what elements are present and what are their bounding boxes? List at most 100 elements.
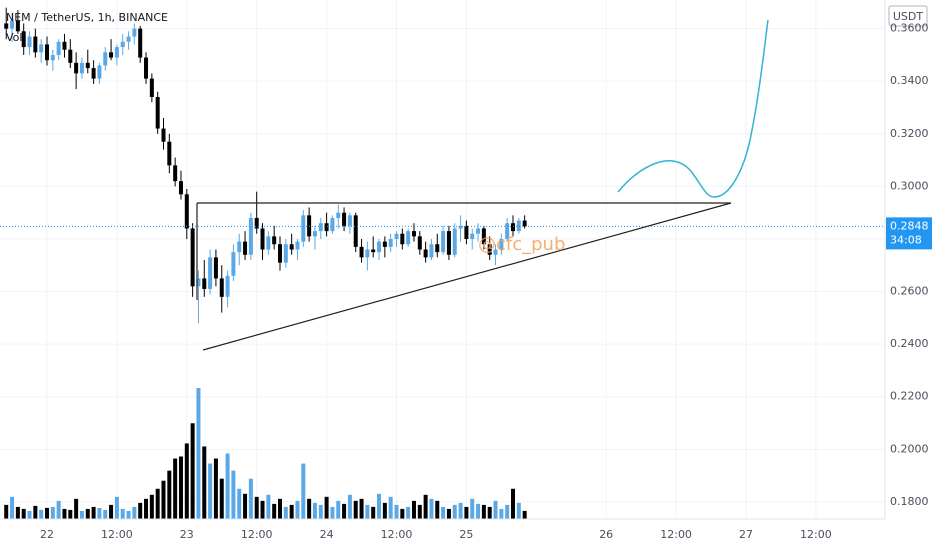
candle-body: [435, 244, 440, 253]
volume-bar: [441, 506, 446, 519]
candle-body: [365, 249, 370, 258]
candle-body: [359, 246, 364, 258]
volume-bar: [21, 508, 26, 519]
candle-body: [417, 236, 422, 250]
volume-bar: [359, 498, 364, 519]
volume-bar: [289, 504, 294, 519]
volume-bar: [260, 500, 265, 519]
candle-body: [505, 223, 510, 239]
candle-body: [178, 181, 183, 195]
candle-body: [511, 223, 515, 232]
volume-bar: [79, 510, 84, 519]
y-tick-label: 0.3000: [890, 179, 929, 192]
y-tick-label: 0.2400: [890, 337, 929, 350]
candle-body: [132, 28, 137, 37]
volume-bar: [511, 488, 515, 519]
candle-body: [173, 165, 178, 182]
volume-bar: [132, 506, 137, 519]
volume-bar: [27, 510, 32, 519]
volume-bar: [324, 496, 329, 519]
candle-body: [481, 228, 486, 245]
volume-bar: [45, 507, 49, 519]
x-tick-label: 24: [320, 528, 334, 541]
volume-bar: [109, 504, 114, 519]
candle-body: [237, 241, 242, 253]
last-price-tag: [886, 217, 932, 250]
volume-bar: [219, 478, 224, 519]
candle-body: [15, 20, 20, 32]
volume-bar: [225, 453, 230, 519]
volume-bar: [248, 478, 253, 519]
forecast-path: [617, 19, 769, 198]
y-tick-label: 0.3400: [890, 74, 929, 87]
candle-body: [225, 275, 230, 297]
candle-body: [126, 36, 131, 42]
candle-body: [499, 238, 504, 250]
x-tick-label: 12:00: [241, 528, 273, 541]
y-tick-label: 0.2600: [890, 285, 929, 298]
candle-body: [260, 228, 265, 250]
volume-bar: [318, 504, 323, 519]
candle-body: [295, 241, 300, 250]
candle-body: [493, 249, 498, 255]
x-tick-label: 12:00: [101, 528, 133, 541]
volume-bar: [522, 510, 527, 519]
volume-bar: [283, 506, 288, 519]
volume-bar: [400, 508, 405, 519]
price-axis: [885, 0, 932, 550]
candle-body: [62, 41, 67, 50]
candle-body: [85, 62, 90, 69]
volume-bar: [272, 503, 277, 519]
volume-bar: [97, 507, 102, 519]
volume-bar: [167, 470, 172, 519]
candle-body: [103, 52, 108, 66]
candle-body: [213, 257, 218, 279]
candle-body: [21, 31, 26, 48]
candle-body: [144, 57, 149, 79]
candle-body: [301, 215, 306, 242]
candle-body: [155, 97, 160, 129]
candle-body: [441, 231, 446, 253]
volume-bar: [481, 504, 486, 519]
volume-bar: [388, 496, 393, 519]
volume-bar: [266, 494, 271, 519]
volume-bar: [406, 506, 411, 519]
x-tick-label: 12:00: [660, 528, 692, 541]
volume-bar: [347, 494, 352, 519]
currency: USDT: [893, 10, 924, 23]
volume-bar: [114, 496, 119, 519]
y-tick-label: 0.2000: [890, 442, 929, 455]
volume-bar: [278, 498, 282, 519]
watermark: @cfc_pub: [478, 234, 565, 255]
candle-body: [248, 217, 253, 255]
volume-bar: [196, 388, 201, 519]
candle-body: [429, 244, 434, 258]
candle-body: [45, 44, 49, 61]
x-tick-label: 25: [459, 528, 473, 541]
candle-body: [27, 36, 32, 48]
candle-body: [196, 278, 201, 287]
volume-bar: [377, 493, 382, 519]
volume-bar: [446, 508, 451, 519]
volume-bar: [411, 500, 416, 519]
volume-bar: [470, 498, 475, 519]
drawings: [196, 19, 769, 351]
y-tick-label: 0.3200: [890, 127, 929, 140]
candle-body: [289, 244, 294, 250]
volume-bar: [342, 503, 347, 519]
candle-body: [254, 217, 259, 229]
x-tick-label: 12:00: [800, 528, 832, 541]
volume-bar: [295, 500, 300, 519]
candle-body: [394, 233, 399, 239]
x-tick-label: 27: [739, 528, 753, 541]
candle-body: [272, 236, 277, 245]
candle-body: [190, 228, 195, 287]
volume-bar: [10, 496, 15, 519]
currency-box: [888, 5, 928, 27]
volume-bar: [452, 504, 457, 519]
candle-body: [114, 47, 119, 58]
symbol-title: NEM / TetherUS, 1h, BINANCE: [6, 11, 168, 24]
volume-bar: [155, 488, 160, 519]
volume-bar: [435, 500, 440, 519]
candle-body: [56, 41, 61, 55]
